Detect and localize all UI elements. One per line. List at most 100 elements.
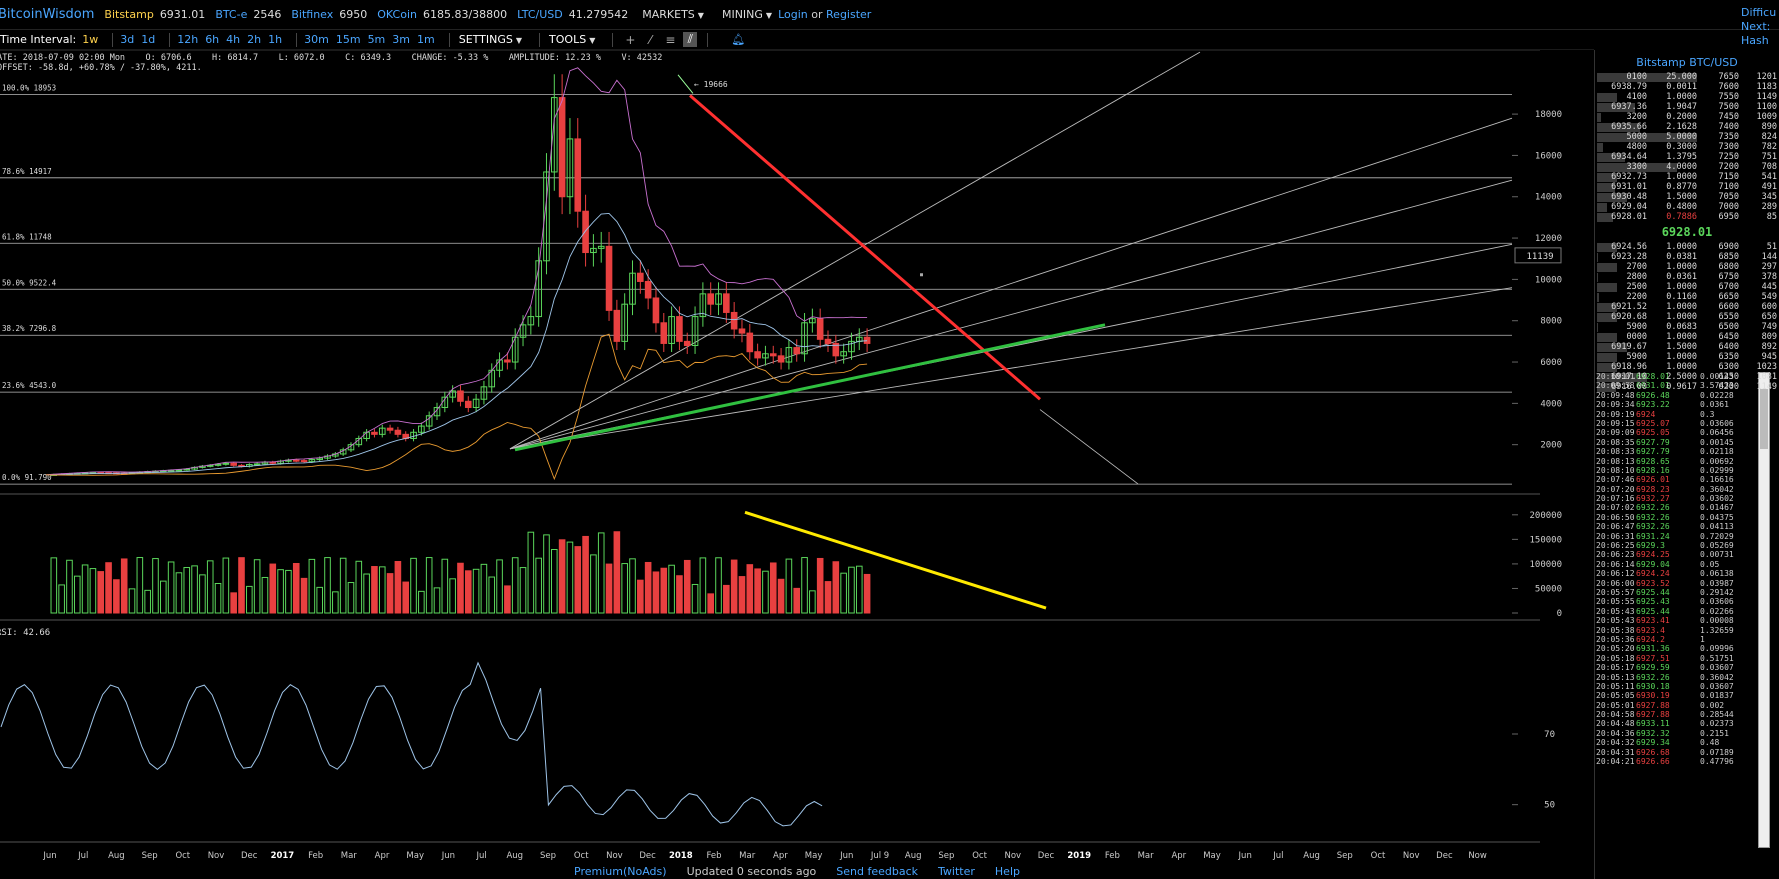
bid-row[interactable]: 2700 1.0000 6800 297	[1595, 262, 1779, 272]
fibonacci-tool-icon[interactable]: ⫽	[683, 32, 698, 47]
bid-row[interactable]: 6920.68 1.0000 6550 650	[1595, 312, 1779, 322]
depth-bar	[1597, 73, 1697, 82]
interval-6h[interactable]: 6h	[205, 33, 220, 46]
ask-row[interactable]: 4100 1.0000 7550 1149	[1595, 92, 1779, 102]
volume-bar	[97, 571, 105, 614]
interval-1h[interactable]: 1h	[268, 33, 283, 46]
ask-row[interactable]: 6931.01 0.8770 7100 491	[1595, 182, 1779, 192]
markets-menu[interactable]: MARKETS ▼	[642, 8, 704, 21]
trade-amount: 1	[1700, 634, 1705, 644]
interval-1m[interactable]: 1m	[417, 33, 435, 46]
level-cell: 6850	[1718, 252, 1739, 262]
fib-level-label: 100.0% 18953	[2, 83, 56, 92]
fib-level-label: 78.6% 14917	[2, 167, 52, 176]
bid-row[interactable]: 6923.28 0.0381 6850 144	[1595, 252, 1779, 262]
candle-body	[386, 427, 394, 431]
bid-row[interactable]: 6921.52 1.0000 6600 600	[1595, 302, 1779, 312]
login-link[interactable]: Login	[778, 8, 808, 21]
amount-cell: 1.0000	[1666, 302, 1697, 312]
ask-row[interactable]: 6929.04 0.4800 7000 289	[1595, 202, 1779, 212]
trade-row: 20:09:15 6925.07 0.03606	[1596, 419, 1758, 428]
ticker-okcoin[interactable]: OKCoin 6185.83/38800	[377, 8, 508, 21]
bid-row[interactable]: 0000 1.0000 6450 809	[1595, 332, 1779, 342]
trade-history-scrollbar[interactable]	[1758, 372, 1770, 848]
price-chart-area[interactable]: 2000 4000 6000 8000 10000 12000 14000 16000 1800…	[0, 50, 1594, 863]
difficulty-link[interactable]: Difficu	[1741, 6, 1777, 19]
trade-time: 20:05:11	[1596, 681, 1635, 691]
interval-4h[interactable]: 4h	[226, 33, 241, 46]
volume-bar	[457, 562, 464, 614]
register-link[interactable]: Register	[826, 8, 872, 21]
premium-link[interactable]: Premium(NoAds)	[574, 864, 667, 878]
trade-row: 20:06:14 6929.04 0.05	[1596, 560, 1758, 569]
interval-30m[interactable]: 30m	[304, 33, 329, 46]
ask-row[interactable]: 6930.48 1.5000 7050 345	[1595, 192, 1779, 202]
amount-cell: 0.7886	[1666, 212, 1697, 222]
ask-row[interactable]: 6935.66 2.1628 7400 890	[1595, 122, 1779, 132]
interval-12h[interactable]: 12h	[177, 33, 199, 46]
bid-row[interactable]: 6918.96 1.0000 6300 1023	[1595, 362, 1779, 372]
bell-icon[interactable]: 🔔︎	[731, 33, 746, 46]
settings-menu[interactable]: SETTINGS ▼	[458, 33, 523, 46]
trade-time: 20:09:58	[1596, 381, 1635, 391]
volume-bar	[574, 546, 582, 614]
trade-amount: 0.72029	[1700, 531, 1734, 541]
volume-bar	[113, 579, 120, 614]
bid-row[interactable]: 2800 0.0361 6750 378	[1595, 272, 1779, 282]
ask-row[interactable]: 6928.01 0.7886 6950 85	[1595, 212, 1779, 222]
trade-amount: 0.02999	[1700, 465, 1734, 475]
ask-row[interactable]: 6937.36 1.9047 7500 1100	[1595, 102, 1779, 112]
interval-3m[interactable]: 3m	[392, 33, 410, 46]
ask-row[interactable]: 6938.79 0.0011 7600 1183	[1595, 82, 1779, 92]
interval-1w[interactable]: 1w	[82, 33, 99, 46]
ask-row[interactable]: 4800 0.3000 7300 782	[1595, 142, 1779, 152]
bid-row[interactable]: 6919.67 1.5000 6400 892	[1595, 342, 1779, 352]
trade-time: 20:06:50	[1596, 512, 1635, 522]
bid-row[interactable]: 6924.56 1.0000 6900 51	[1595, 242, 1779, 252]
trade-time: 20:08:10	[1596, 465, 1635, 475]
candle-body	[652, 297, 660, 324]
ask-row[interactable]: 3300 4.0000 7200 708	[1595, 162, 1779, 172]
trade-row: 20:05:17 6929.59 0.03607	[1596, 663, 1758, 672]
bid-row[interactable]: 6916.00 0.9617 6200 1149	[1595, 382, 1779, 392]
trendline-tool-icon[interactable]: ⁄	[649, 32, 652, 47]
volume-bar	[160, 580, 167, 614]
crosshair-tool-icon[interactable]: +	[625, 32, 636, 47]
bid-row[interactable]: 6917.10 2.5000 6250 1081	[1595, 372, 1779, 382]
bid-row[interactable]: 5900 0.0683 6500 749	[1595, 322, 1779, 332]
next-link[interactable]: Next:	[1741, 20, 1771, 33]
price-tick-label: 2000	[1540, 441, 1562, 451]
interval-1d[interactable]: 1d	[141, 33, 156, 46]
ticker-bitfinex[interactable]: Bitfinex 6950	[291, 8, 368, 21]
ticker-bitstamp[interactable]: Bitstamp 6931.01	[104, 8, 206, 21]
interval-3d[interactable]: 3d	[120, 33, 135, 46]
twitter-link[interactable]: Twitter	[938, 864, 975, 878]
interval-5m[interactable]: 5m	[367, 33, 386, 46]
brand-logo[interactable]: BitcoinWisdom	[0, 7, 95, 22]
ask-row[interactable]: 6934.64 1.3795 7250 751	[1595, 152, 1779, 162]
x-axis-label: Nov	[1005, 851, 1022, 861]
depth-bar	[1597, 303, 1617, 312]
volume-bar	[246, 585, 253, 614]
ask-row[interactable]: 3200 0.2000 7450 1009	[1595, 112, 1779, 122]
mining-menu[interactable]: MINING ▼	[721, 8, 773, 21]
bid-row[interactable]: 2200 0.1160 6650 549	[1595, 292, 1779, 302]
ticker-ltcusd[interactable]: LTC/USD 41.279542	[517, 8, 629, 21]
horizontal-lines-tool-icon[interactable]: ≡	[665, 32, 676, 47]
ticker-btce[interactable]: BTC-e 2546	[215, 8, 282, 21]
ask-row[interactable]: 5000 5.0000 7350 824	[1595, 132, 1779, 142]
price-tick-label: 12000	[1535, 234, 1562, 244]
green-trendline	[514, 323, 1106, 452]
feedback-link[interactable]: Send feedback	[836, 864, 919, 878]
bid-row[interactable]: 5900 1.0000 6350 945	[1595, 352, 1779, 362]
chart-toolbar: Time Interval: 1w 3d 1d 12h 6h 4h 2h 1h …	[0, 30, 1594, 50]
bid-row[interactable]: 2500 1.0000 6700 445	[1595, 282, 1779, 292]
ask-row[interactable]: 0100 25.000 7650 1201	[1595, 72, 1779, 82]
tools-menu[interactable]: TOOLS ▼	[549, 33, 596, 46]
interval-2h[interactable]: 2h	[247, 33, 262, 46]
candle-body	[590, 247, 597, 254]
ask-row[interactable]: 6932.73 1.0000 7150 541	[1595, 172, 1779, 182]
help-link[interactable]: Help	[994, 864, 1020, 878]
interval-15m[interactable]: 15m	[335, 33, 361, 46]
scrollbar-thumb[interactable]	[1760, 389, 1768, 449]
